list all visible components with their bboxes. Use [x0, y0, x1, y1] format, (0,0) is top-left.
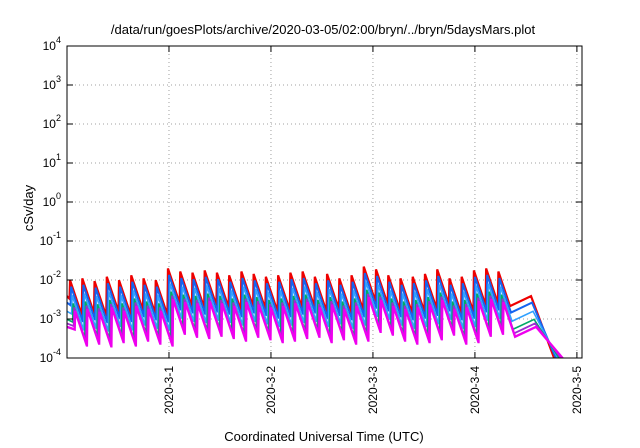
x-tick-label: 2020-3-4 — [468, 366, 482, 414]
chart-title: /data/run/goesPlots/archive/2020-03-05/0… — [111, 22, 536, 37]
y-tick-label: 10-4 — [40, 347, 61, 365]
x-tick-label: 2020-3-2 — [264, 366, 278, 414]
y-axis: 10-4 10-3 10-2 10-1 100 101 102 103 104 — [40, 35, 582, 365]
series-line — [67, 296, 565, 358]
y-tick-label: 100 — [43, 191, 61, 209]
y-tick-label: 103 — [43, 74, 61, 92]
y-tick-label: 10-2 — [40, 269, 61, 287]
y-tick-label: 101 — [43, 152, 61, 170]
y-tick-label: 10-3 — [40, 308, 61, 326]
y-tick-label: 102 — [43, 113, 61, 131]
y-tick-label: 10-1 — [40, 230, 61, 248]
x-tick-label: 2020-3-3 — [366, 366, 380, 414]
y-axis-label: cSv/day — [21, 184, 36, 231]
x-tick-label: 2020-3-1 — [162, 366, 176, 414]
x-axis-label: Coordinated Universal Time (UTC) — [224, 429, 423, 444]
series-line — [67, 266, 556, 358]
series-group — [67, 266, 565, 358]
series-line — [67, 281, 559, 358]
x-axis: 2020-3-1 2020-3-2 2020-3-3 2020-3-4 2020-3-5 — [162, 46, 584, 414]
y-tick-label: 104 — [43, 35, 61, 53]
series-line — [67, 272, 557, 358]
x-tick-label: 2020-3-5 — [570, 366, 584, 414]
